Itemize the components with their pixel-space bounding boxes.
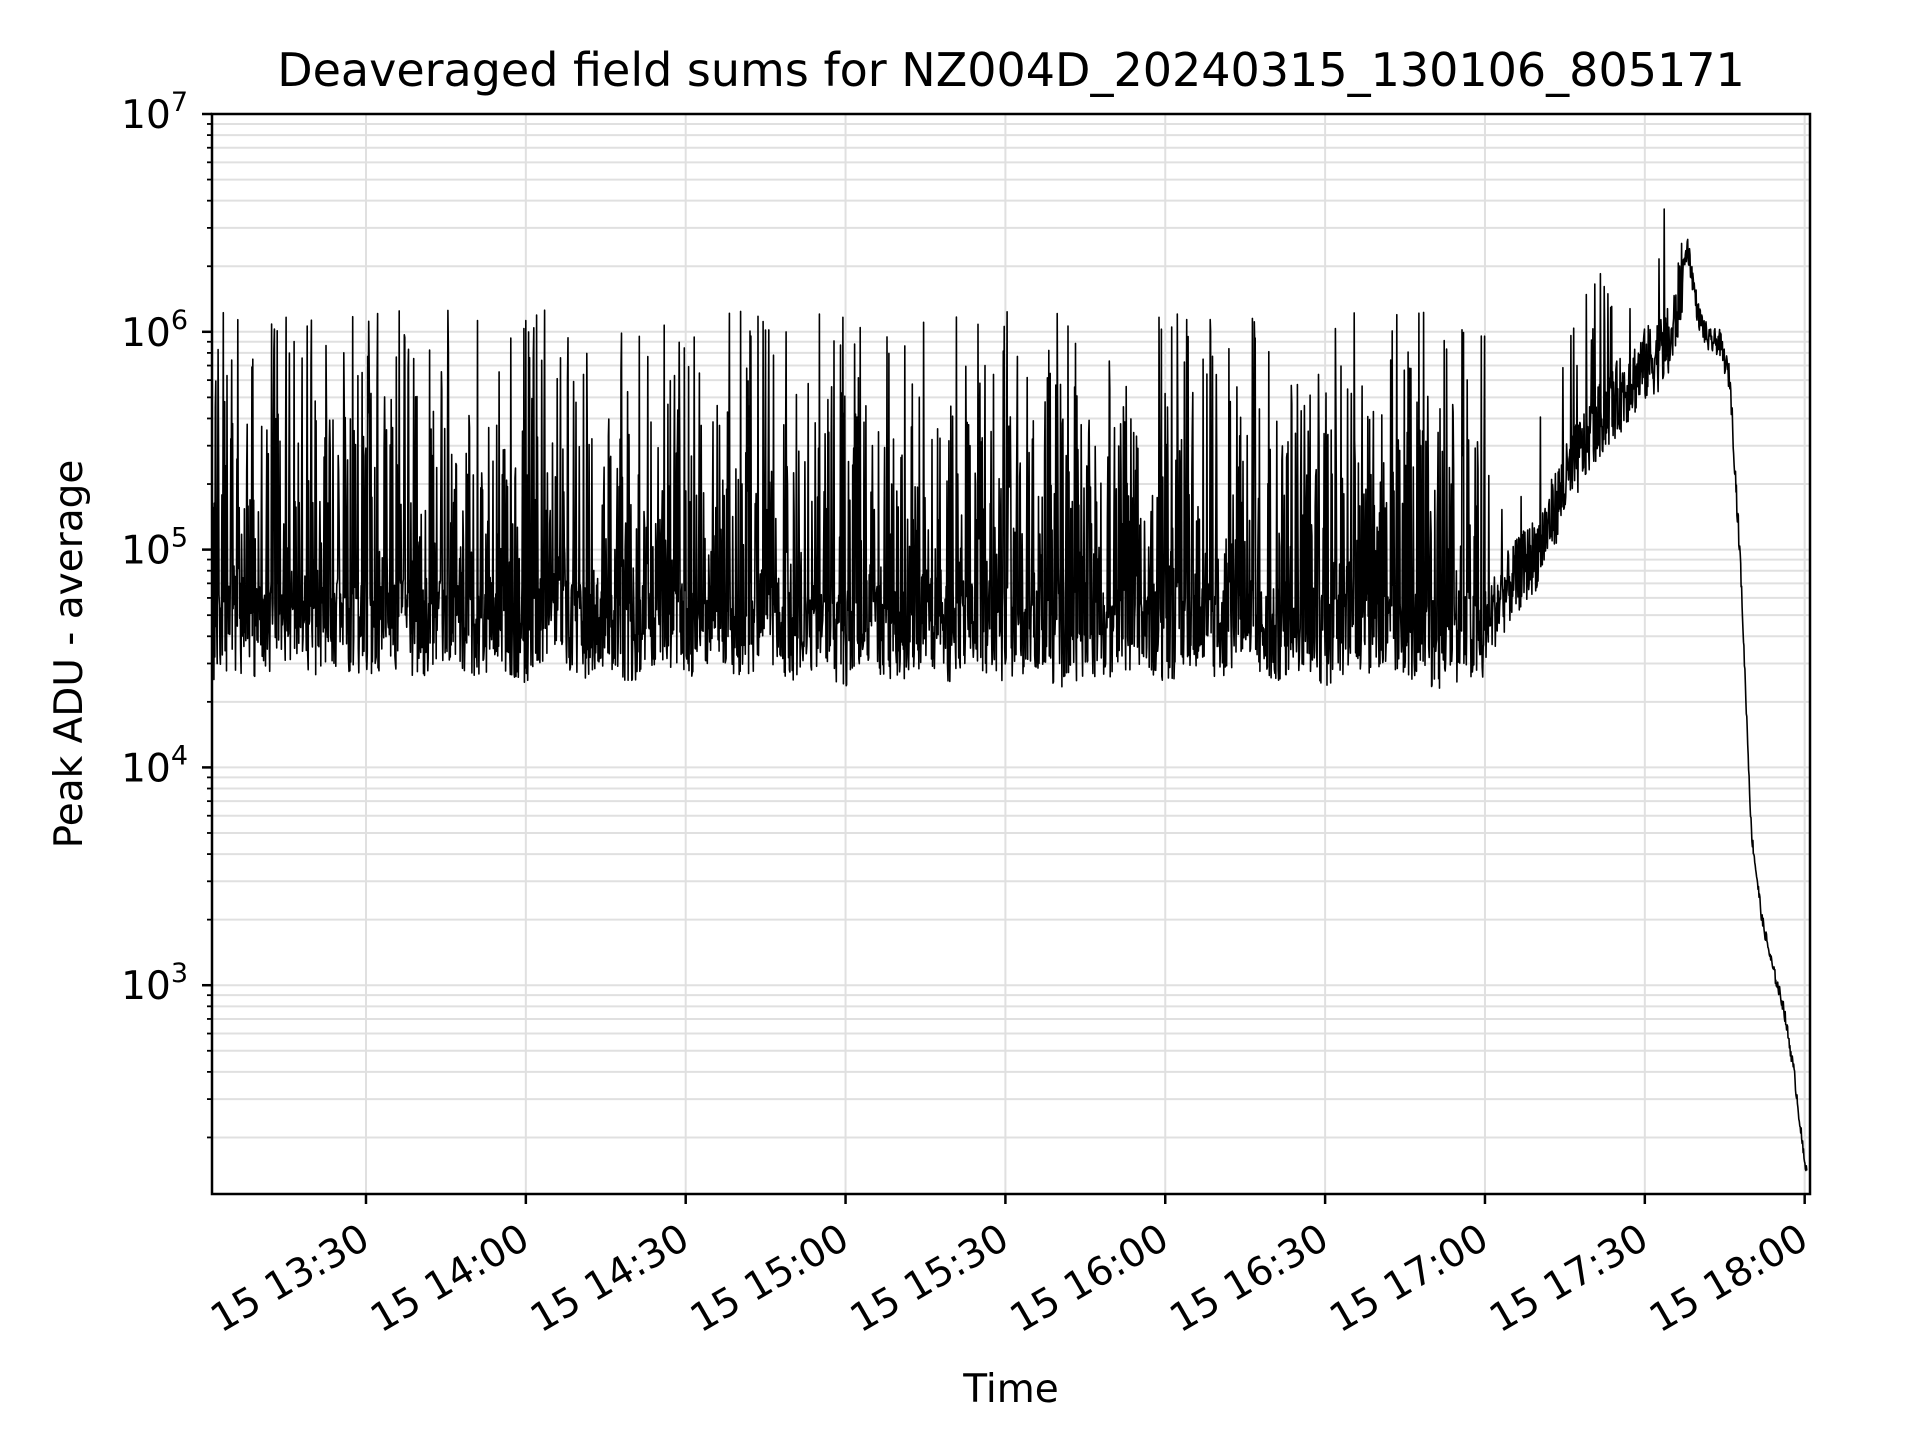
y-tick-label: 107 <box>121 87 188 138</box>
y-tick-label: 103 <box>121 958 188 1009</box>
x-axis-title: Time <box>962 1367 1058 1412</box>
y-tick-label: 105 <box>121 523 188 574</box>
y-tick-label: 104 <box>121 740 188 791</box>
y-axis-title: Peak ADU - average <box>47 460 92 849</box>
series-trace-group <box>211 208 1808 1172</box>
axis-ticks <box>202 112 1806 1204</box>
plot-area-frame <box>210 112 1812 1196</box>
series-line <box>211 208 1808 1172</box>
y-tick-label: 106 <box>121 305 188 356</box>
chart-title: Deaveraged field sums for NZ004D_2024031… <box>277 43 1745 97</box>
